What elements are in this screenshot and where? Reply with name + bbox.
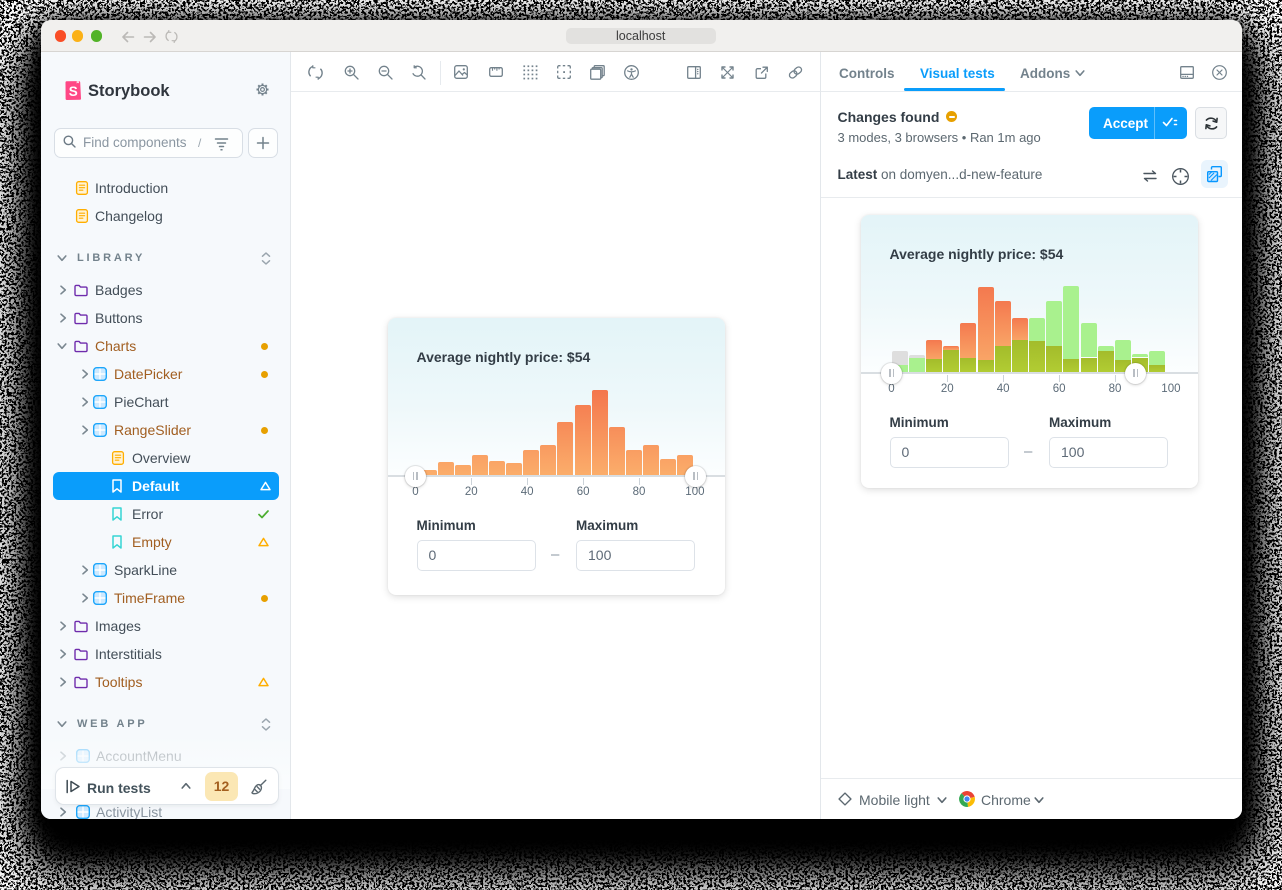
svg-text:S: S: [69, 83, 78, 98]
